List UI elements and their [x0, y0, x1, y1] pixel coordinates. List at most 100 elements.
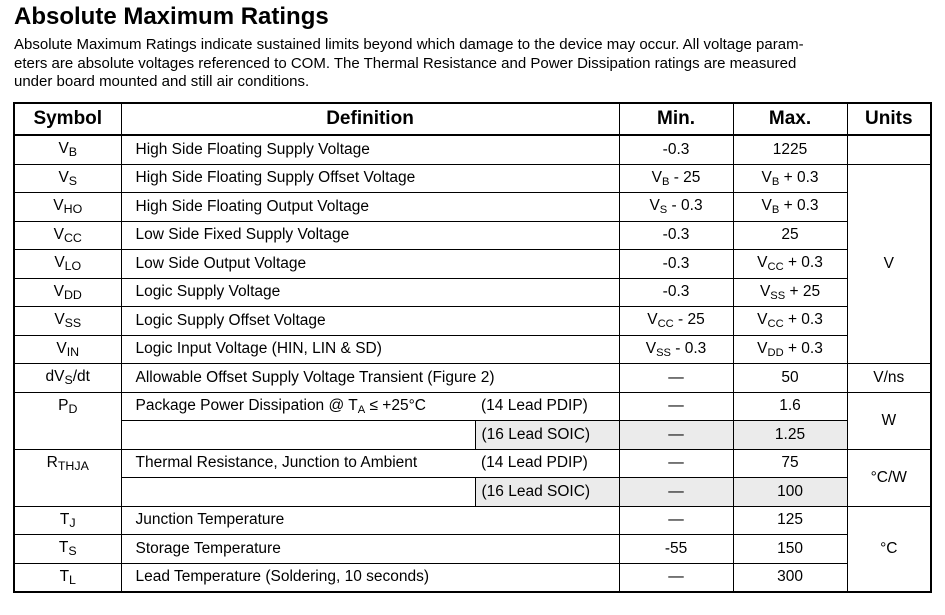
table-row: VS High Side Floating Supply Offset Volt… — [13, 163, 932, 364]
table-header-row: Symbol Definition Min. Max. Units — [13, 102, 932, 136]
table-row: VLO Low Side Output Voltage -0.3 VCC + 0… — [13, 249, 931, 279]
max-cell: VB + 0.3 — [732, 192, 848, 222]
symbol-cell: dVS/dt — [13, 363, 122, 393]
symbol-cell: RTHJA — [13, 448, 122, 507]
symbol-cell: VCC — [13, 220, 122, 250]
package-cell: (16 Lead SOIC) — [474, 477, 620, 507]
symbol-cell: VHO — [13, 192, 122, 222]
units-cell — [846, 134, 932, 165]
table-row: PD Package Power Dissipation @ TA ≤ +25°… — [13, 391, 932, 450]
table-row: TL Lead Temperature (Soldering, 10 secon… — [13, 562, 931, 593]
max-cell: 100 — [732, 477, 848, 507]
intro-line: Absolute Maximum Ratings indicate sustai… — [14, 36, 804, 53]
definition-cell: High Side Floating Supply Voltage — [120, 134, 620, 165]
max-cell: 75 — [732, 448, 848, 478]
min-cell: VCC - 25 — [618, 306, 734, 336]
symbol-cell: VSS — [13, 306, 122, 336]
header-symbol: Symbol — [13, 102, 122, 136]
table-row: (16 Lead SOIC) — 100 — [14, 477, 931, 507]
table-row: (16 Lead SOIC) — 1.25 — [14, 420, 931, 450]
units-cell-temperature: °C — [846, 505, 932, 593]
max-cell: VB + 0.3 — [732, 163, 848, 193]
min-cell: VSS - 0.3 — [618, 334, 734, 364]
units-cell: W — [846, 391, 932, 450]
max-cell: 1.6 — [732, 391, 848, 421]
intro-line: eters are absolute voltages referenced t… — [14, 54, 797, 72]
symbol-cell: VIN — [13, 334, 122, 364]
max-cell: 125 — [732, 505, 848, 535]
definition-cell: Lead Temperature (Soldering, 10 seconds) — [120, 562, 620, 593]
max-cell: VSS + 25 — [732, 277, 848, 307]
symbol-cell: VDD — [13, 277, 122, 307]
table-row: VSS Logic Supply Offset Voltage VCC - 25… — [13, 306, 931, 336]
table-row: TS Storage Temperature -55 150 — [13, 534, 931, 564]
symbol-cell: PD — [13, 391, 122, 450]
ratings-table: Symbol Definition Min. Max. Units VB Hig… — [13, 102, 933, 593]
symbol-cell: VB — [13, 134, 122, 165]
table-row: VCC Low Side Fixed Supply Voltage -0.3 2… — [13, 220, 931, 250]
min-cell: -55 — [618, 534, 734, 564]
max-cell: 1.25 — [732, 420, 848, 450]
package-cell: (14 Lead PDIP) — [475, 391, 620, 421]
definition-cell: High Side Floating Supply Offset Voltage — [120, 163, 620, 193]
definition-cell: Logic Input Voltage (HIN, LIN & SD) — [120, 334, 620, 364]
symbol-cell: TS — [13, 534, 122, 564]
package-cell: (16 Lead SOIC) — [474, 420, 620, 450]
header-max: Max. — [732, 102, 848, 136]
min-cell: — — [618, 363, 734, 393]
min-cell: — — [618, 391, 734, 421]
min-cell: — — [618, 505, 734, 535]
symbol-cell: VS — [13, 163, 122, 193]
definition-cell: Low Side Output Voltage — [120, 249, 620, 279]
page-title: Absolute Maximum Ratings — [14, 3, 329, 30]
table-row: RTHJA Thermal Resistance, Junction to Am… — [13, 448, 932, 507]
min-cell: -0.3 — [618, 249, 734, 279]
definition-cell: Logic Supply Offset Voltage — [120, 306, 620, 336]
min-cell: — — [618, 562, 734, 593]
max-cell: 50 — [732, 363, 848, 393]
min-cell: -0.3 — [618, 277, 734, 307]
units-cell-voltage: V — [846, 163, 932, 364]
symbol-cell: TJ — [13, 505, 122, 535]
intro-paragraph: Absolute Maximum Ratings indicate sustai… — [14, 36, 929, 92]
header-definition: Definition — [120, 102, 620, 136]
min-cell: -0.3 — [618, 134, 734, 165]
max-cell: 25 — [732, 220, 848, 250]
table-row: VB High Side Floating Supply Voltage -0.… — [13, 134, 932, 165]
definition-cell: Storage Temperature — [120, 534, 620, 564]
header-min: Min. — [618, 102, 734, 136]
definition-cell: Low Side Fixed Supply Voltage — [120, 220, 620, 250]
max-cell: 150 — [732, 534, 848, 564]
min-cell: VS - 0.3 — [618, 192, 734, 222]
header-units: Units — [846, 102, 932, 136]
symbol-cell: VLO — [13, 249, 122, 279]
table-row: VHO High Side Floating Output Voltage VS… — [13, 192, 931, 222]
definition-cell: Junction Temperature — [120, 505, 620, 535]
max-cell: VCC + 0.3 — [732, 306, 848, 336]
table-row: TJ Junction Temperature — 125 °C — [13, 505, 932, 593]
package-cell: (14 Lead PDIP) — [475, 448, 620, 478]
definition-cell: Allowable Offset Supply Voltage Transien… — [120, 363, 620, 393]
max-cell: 1225 — [732, 134, 848, 165]
symbol-cell: TL — [13, 562, 122, 593]
units-cell: °C/W — [846, 448, 932, 507]
definition-cell: High Side Floating Output Voltage — [120, 192, 620, 222]
definition-cell-blank — [120, 420, 476, 450]
max-cell: 300 — [732, 562, 848, 593]
definition-cell: Logic Supply Voltage — [120, 277, 620, 307]
table-row: VIN Logic Input Voltage (HIN, LIN & SD) … — [13, 334, 931, 364]
definition-cell: Package Power Dissipation @ TA ≤ +25°C — [120, 391, 475, 421]
units-cell: V/ns — [846, 363, 932, 393]
min-cell: -0.3 — [618, 220, 734, 250]
min-cell: — — [618, 420, 734, 450]
min-cell: VB - 25 — [618, 163, 734, 193]
max-cell: VDD + 0.3 — [732, 334, 848, 364]
max-cell: VCC + 0.3 — [732, 249, 848, 279]
definition-cell-blank — [120, 477, 476, 507]
min-cell: — — [618, 448, 734, 478]
table-row: VDD Logic Supply Voltage -0.3 VSS + 25 — [13, 277, 931, 307]
table-row: dVS/dt Allowable Offset Supply Voltage T… — [13, 363, 932, 393]
definition-cell: Thermal Resistance, Junction to Ambient — [120, 448, 475, 478]
min-cell: — — [618, 477, 734, 507]
intro-line: under board mounted and still air condit… — [14, 73, 310, 90]
